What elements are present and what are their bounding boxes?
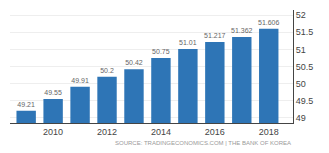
svg-text:50.2: 50.2 bbox=[100, 67, 114, 74]
svg-text:50.42: 50.42 bbox=[125, 59, 143, 66]
svg-text:52: 52 bbox=[296, 10, 306, 20]
svg-text:2012: 2012 bbox=[97, 127, 117, 137]
svg-text:50.5: 50.5 bbox=[296, 62, 314, 72]
svg-text:50: 50 bbox=[296, 79, 306, 89]
svg-text:51.217: 51.217 bbox=[204, 32, 226, 39]
svg-text:2016: 2016 bbox=[205, 127, 225, 137]
svg-text:51.362: 51.362 bbox=[231, 27, 253, 34]
svg-text:49.55: 49.55 bbox=[44, 89, 62, 96]
svg-text:49.21: 49.21 bbox=[17, 101, 35, 108]
svg-text:51: 51 bbox=[296, 45, 306, 55]
svg-text:49.5: 49.5 bbox=[296, 96, 314, 106]
svg-text:50.75: 50.75 bbox=[152, 48, 170, 55]
svg-text:51.01: 51.01 bbox=[179, 39, 197, 46]
svg-text:51.606: 51.606 bbox=[258, 19, 280, 26]
svg-text:SOURCE: TRADINGECONOMICS.COM |: SOURCE: TRADINGECONOMICS.COM | THE BANK … bbox=[115, 140, 291, 146]
svg-text:49: 49 bbox=[296, 113, 306, 123]
svg-text:2010: 2010 bbox=[43, 127, 63, 137]
svg-text:49.91: 49.91 bbox=[71, 77, 89, 84]
svg-text:2018: 2018 bbox=[259, 127, 279, 137]
svg-text:2014: 2014 bbox=[151, 127, 171, 137]
svg-text:51.5: 51.5 bbox=[296, 27, 314, 37]
